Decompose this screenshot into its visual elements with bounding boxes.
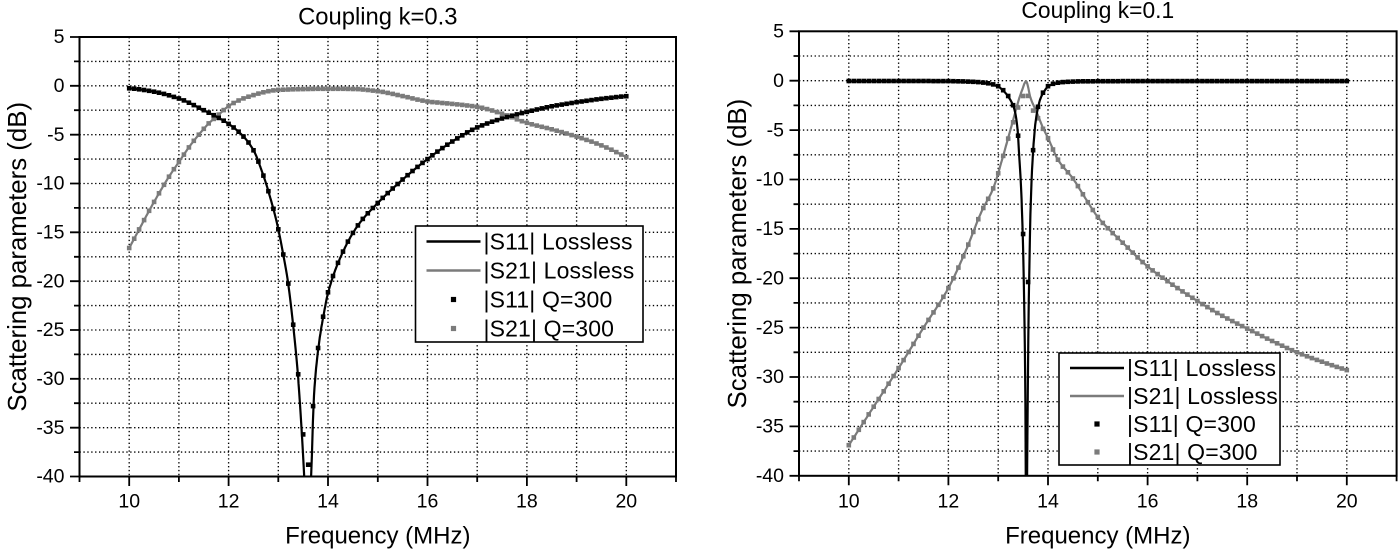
svg-text:10: 10 xyxy=(838,491,860,513)
svg-text:-5: -5 xyxy=(47,124,64,146)
svg-text:Scattering parameters (dB): Scattering parameters (dB) xyxy=(724,99,752,409)
svg-text:-20: -20 xyxy=(756,267,784,289)
svg-text:|S21| Lossless: |S21| Lossless xyxy=(484,258,635,284)
svg-text:16: 16 xyxy=(1137,491,1159,513)
svg-text:16: 16 xyxy=(417,491,439,513)
svg-text:|S11| Lossless: |S11| Lossless xyxy=(1127,355,1276,381)
svg-text:|S11| Q=300: |S11| Q=300 xyxy=(484,287,613,313)
svg-text:|S21| Lossless: |S21| Lossless xyxy=(1127,383,1278,409)
svg-text:18: 18 xyxy=(1236,491,1258,513)
svg-text:Frequency (MHz): Frequency (MHz) xyxy=(1005,523,1190,550)
svg-text:0: 0 xyxy=(773,70,784,92)
svg-text:10: 10 xyxy=(118,491,140,513)
svg-text:12: 12 xyxy=(938,491,960,513)
svg-text:20: 20 xyxy=(615,491,637,513)
svg-text:12: 12 xyxy=(218,491,240,513)
svg-text:-20: -20 xyxy=(36,270,64,292)
svg-text:-35: -35 xyxy=(756,416,784,438)
svg-text:-35: -35 xyxy=(36,417,64,439)
svg-text:0: 0 xyxy=(54,75,65,97)
svg-text:5: 5 xyxy=(54,26,65,48)
svg-text:18: 18 xyxy=(516,491,538,513)
svg-text:5: 5 xyxy=(773,21,784,43)
svg-text:-25: -25 xyxy=(756,317,784,339)
svg-text:-10: -10 xyxy=(36,173,64,195)
svg-text:-15: -15 xyxy=(756,218,784,240)
svg-text:14: 14 xyxy=(1037,491,1059,513)
svg-text:-5: -5 xyxy=(767,119,784,141)
svg-text:|S11| Q=300: |S11| Q=300 xyxy=(1127,411,1256,437)
svg-text:-10: -10 xyxy=(756,169,784,191)
svg-text:-15: -15 xyxy=(36,222,64,244)
svg-text:-30: -30 xyxy=(756,366,784,388)
svg-text:-40: -40 xyxy=(756,465,784,487)
svg-text:-30: -30 xyxy=(36,368,64,390)
svg-text:20: 20 xyxy=(1336,491,1358,513)
svg-text:|S11| Lossless: |S11| Lossless xyxy=(484,229,633,255)
svg-text:Frequency (MHz): Frequency (MHz) xyxy=(285,523,470,550)
svg-text:-40: -40 xyxy=(36,466,64,488)
svg-text:-25: -25 xyxy=(36,319,64,341)
svg-text:Coupling k=0.1: Coupling k=0.1 xyxy=(1021,0,1174,23)
svg-text:14: 14 xyxy=(317,491,339,513)
svg-text:|S21| Q=300: |S21| Q=300 xyxy=(1127,439,1258,465)
svg-text:|S21| Q=300: |S21| Q=300 xyxy=(484,316,615,342)
svg-text:Scattering parameters (dB): Scattering parameters (dB) xyxy=(4,102,32,412)
svg-text:Coupling k=0.3: Coupling k=0.3 xyxy=(298,3,457,30)
